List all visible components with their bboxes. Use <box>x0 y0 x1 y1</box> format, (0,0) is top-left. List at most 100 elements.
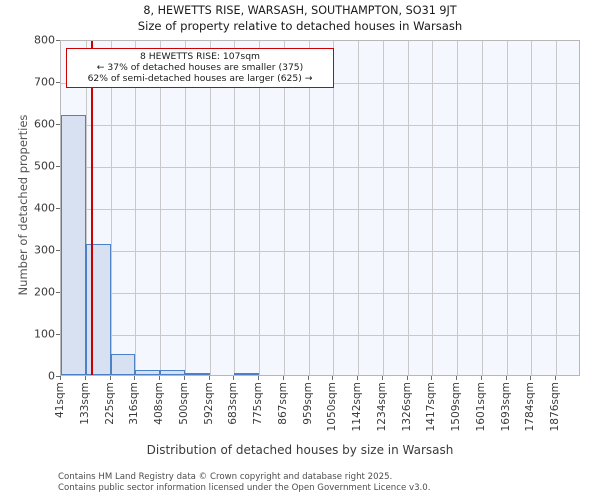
x-axis-tick-mark <box>530 376 532 380</box>
x-axis-tick-label: 1326sqm <box>400 382 413 432</box>
x-axis-tick-label: 1601sqm <box>474 382 487 432</box>
x-axis-tick-label: 867sqm <box>276 382 289 425</box>
x-axis-tick-label: 133sqm <box>78 382 91 425</box>
plot-area <box>60 40 580 376</box>
footer-attribution: Contains HM Land Registry data © Crown c… <box>58 472 598 493</box>
gridline-vertical <box>308 41 310 375</box>
x-axis-tick-mark <box>307 376 309 380</box>
gridline-vertical <box>556 41 558 375</box>
x-axis-tick-mark <box>159 376 161 380</box>
histogram-bar <box>135 370 161 375</box>
x-axis-tick-mark <box>357 376 359 380</box>
histogram-bar <box>85 243 111 375</box>
gridline-vertical <box>184 41 186 375</box>
chart-title: 8, HEWETTS RISE, WARSASH, SOUTHAMPTON, S… <box>143 4 457 17</box>
x-axis-tick-mark <box>505 376 507 380</box>
x-axis-tick-mark <box>406 376 408 380</box>
gridline-vertical <box>457 41 459 375</box>
y-axis-tick-label: 700 <box>34 75 55 89</box>
x-axis-tick-mark <box>258 376 260 380</box>
x-axis-tick-mark <box>60 376 61 380</box>
y-axis-tick-mark <box>56 334 60 335</box>
x-axis-tick-label: 316sqm <box>128 382 141 425</box>
x-axis-tick-label: 1234sqm <box>375 382 388 432</box>
footer-line-1: Contains HM Land Registry data © Crown c… <box>58 472 393 482</box>
x-axis-tick-mark <box>431 376 433 380</box>
x-axis: 41sqm 133sqm 225sqm 316sqm 408sqm 500sqm 592sq… <box>54 376 580 456</box>
histogram-bar <box>160 369 185 375</box>
histogram-bar <box>234 373 260 375</box>
y-axis-tick-label: 300 <box>34 243 55 257</box>
x-axis-tick-label: 1693sqm <box>499 382 512 432</box>
x-axis-tick-mark <box>233 376 235 380</box>
gridline-vertical <box>283 41 285 375</box>
y-axis-tick-label: 400 <box>34 201 55 215</box>
gridline-horizontal <box>61 125 579 126</box>
gridline-horizontal <box>61 209 579 210</box>
x-axis-tick-label: 1876sqm <box>549 382 562 432</box>
x-axis-tick-mark <box>109 376 111 380</box>
x-axis-tick-label: 1784sqm <box>524 382 537 432</box>
gridline-vertical <box>407 41 409 375</box>
y-axis-tick-mark <box>56 250 60 251</box>
x-axis-tick-mark <box>555 376 557 380</box>
gridline-vertical <box>481 41 483 375</box>
x-axis-tick-label: 775sqm <box>252 382 265 425</box>
x-axis-tick-label: 1142sqm <box>351 382 364 432</box>
gridline-horizontal <box>61 167 579 168</box>
y-axis-tick-mark <box>56 124 60 125</box>
x-axis-tick-label: 408sqm <box>153 382 166 425</box>
annotation-property-label: 8 HEWETTS RISE: 107sqm <box>139 51 261 62</box>
histogram-bars <box>61 41 579 375</box>
gridline-horizontal <box>61 335 579 336</box>
y-axis-tick-mark <box>56 292 60 293</box>
x-axis-label: Distribution of detached houses by size … <box>146 443 454 457</box>
x-axis-tick-label: 225sqm <box>103 382 116 425</box>
y-axis-tick-label: 200 <box>34 285 55 299</box>
gridline-vertical <box>85 41 87 375</box>
gridline-vertical <box>234 41 236 375</box>
histogram-bar <box>110 354 136 375</box>
gridline-vertical <box>432 41 434 375</box>
y-axis-tick-mark <box>56 208 60 209</box>
y-axis-tick-mark <box>56 82 60 83</box>
gridline-vertical <box>259 41 261 375</box>
y-axis-tick-mark <box>56 166 60 167</box>
x-axis-tick-mark <box>282 376 284 380</box>
y-axis-label: Number of detached properties <box>16 114 30 296</box>
annotation-box: 8 HEWETTS RISE: 107sqm ← 37% of detached… <box>66 48 334 88</box>
gridline-horizontal <box>61 251 579 252</box>
y-axis-tick-label: 0 <box>48 369 55 383</box>
gridline-vertical <box>160 41 162 375</box>
gridline-vertical <box>209 41 211 375</box>
gridline-vertical <box>531 41 533 375</box>
y-axis-tick-label: 800 <box>34 33 55 47</box>
property-size-marker-line <box>91 41 94 375</box>
footer-line-2: Contains public sector information licen… <box>58 482 431 493</box>
x-axis-tick-label: 1417sqm <box>425 382 438 432</box>
y-axis-tick-label: 500 <box>34 159 55 173</box>
x-axis-tick-label: 592sqm <box>202 382 215 425</box>
x-axis-tick-mark <box>480 376 482 380</box>
x-axis-tick-label: 1050sqm <box>326 382 339 432</box>
x-axis-tick-label: 959sqm <box>301 382 314 425</box>
x-axis-tick-label: 683sqm <box>227 382 240 425</box>
y-axis: 0 100 200 300 400 500 600 700 800 <box>0 34 60 383</box>
x-axis-tick-mark <box>456 376 458 380</box>
x-axis-tick-mark <box>208 376 210 380</box>
x-axis-tick-label: 41sqm <box>54 382 66 419</box>
x-axis-tick-mark <box>134 376 136 380</box>
annotation-larger-pct: 62% of semi-detached houses are larger (… <box>87 73 313 84</box>
gridline-horizontal <box>61 293 579 294</box>
x-axis-tick-label: 1509sqm <box>450 382 463 432</box>
gridline-vertical <box>506 41 508 375</box>
gridline-vertical <box>110 41 112 375</box>
y-axis-tick-label: 100 <box>34 327 55 341</box>
annotation-smaller-pct: ← 37% of detached houses are smaller (37… <box>96 62 304 73</box>
histogram-bar <box>184 373 210 375</box>
gridline-vertical <box>135 41 137 375</box>
x-axis-tick-mark <box>183 376 185 380</box>
gridlines <box>61 41 579 375</box>
gridline-vertical <box>358 41 360 375</box>
y-axis-tick-label: 600 <box>34 117 55 131</box>
